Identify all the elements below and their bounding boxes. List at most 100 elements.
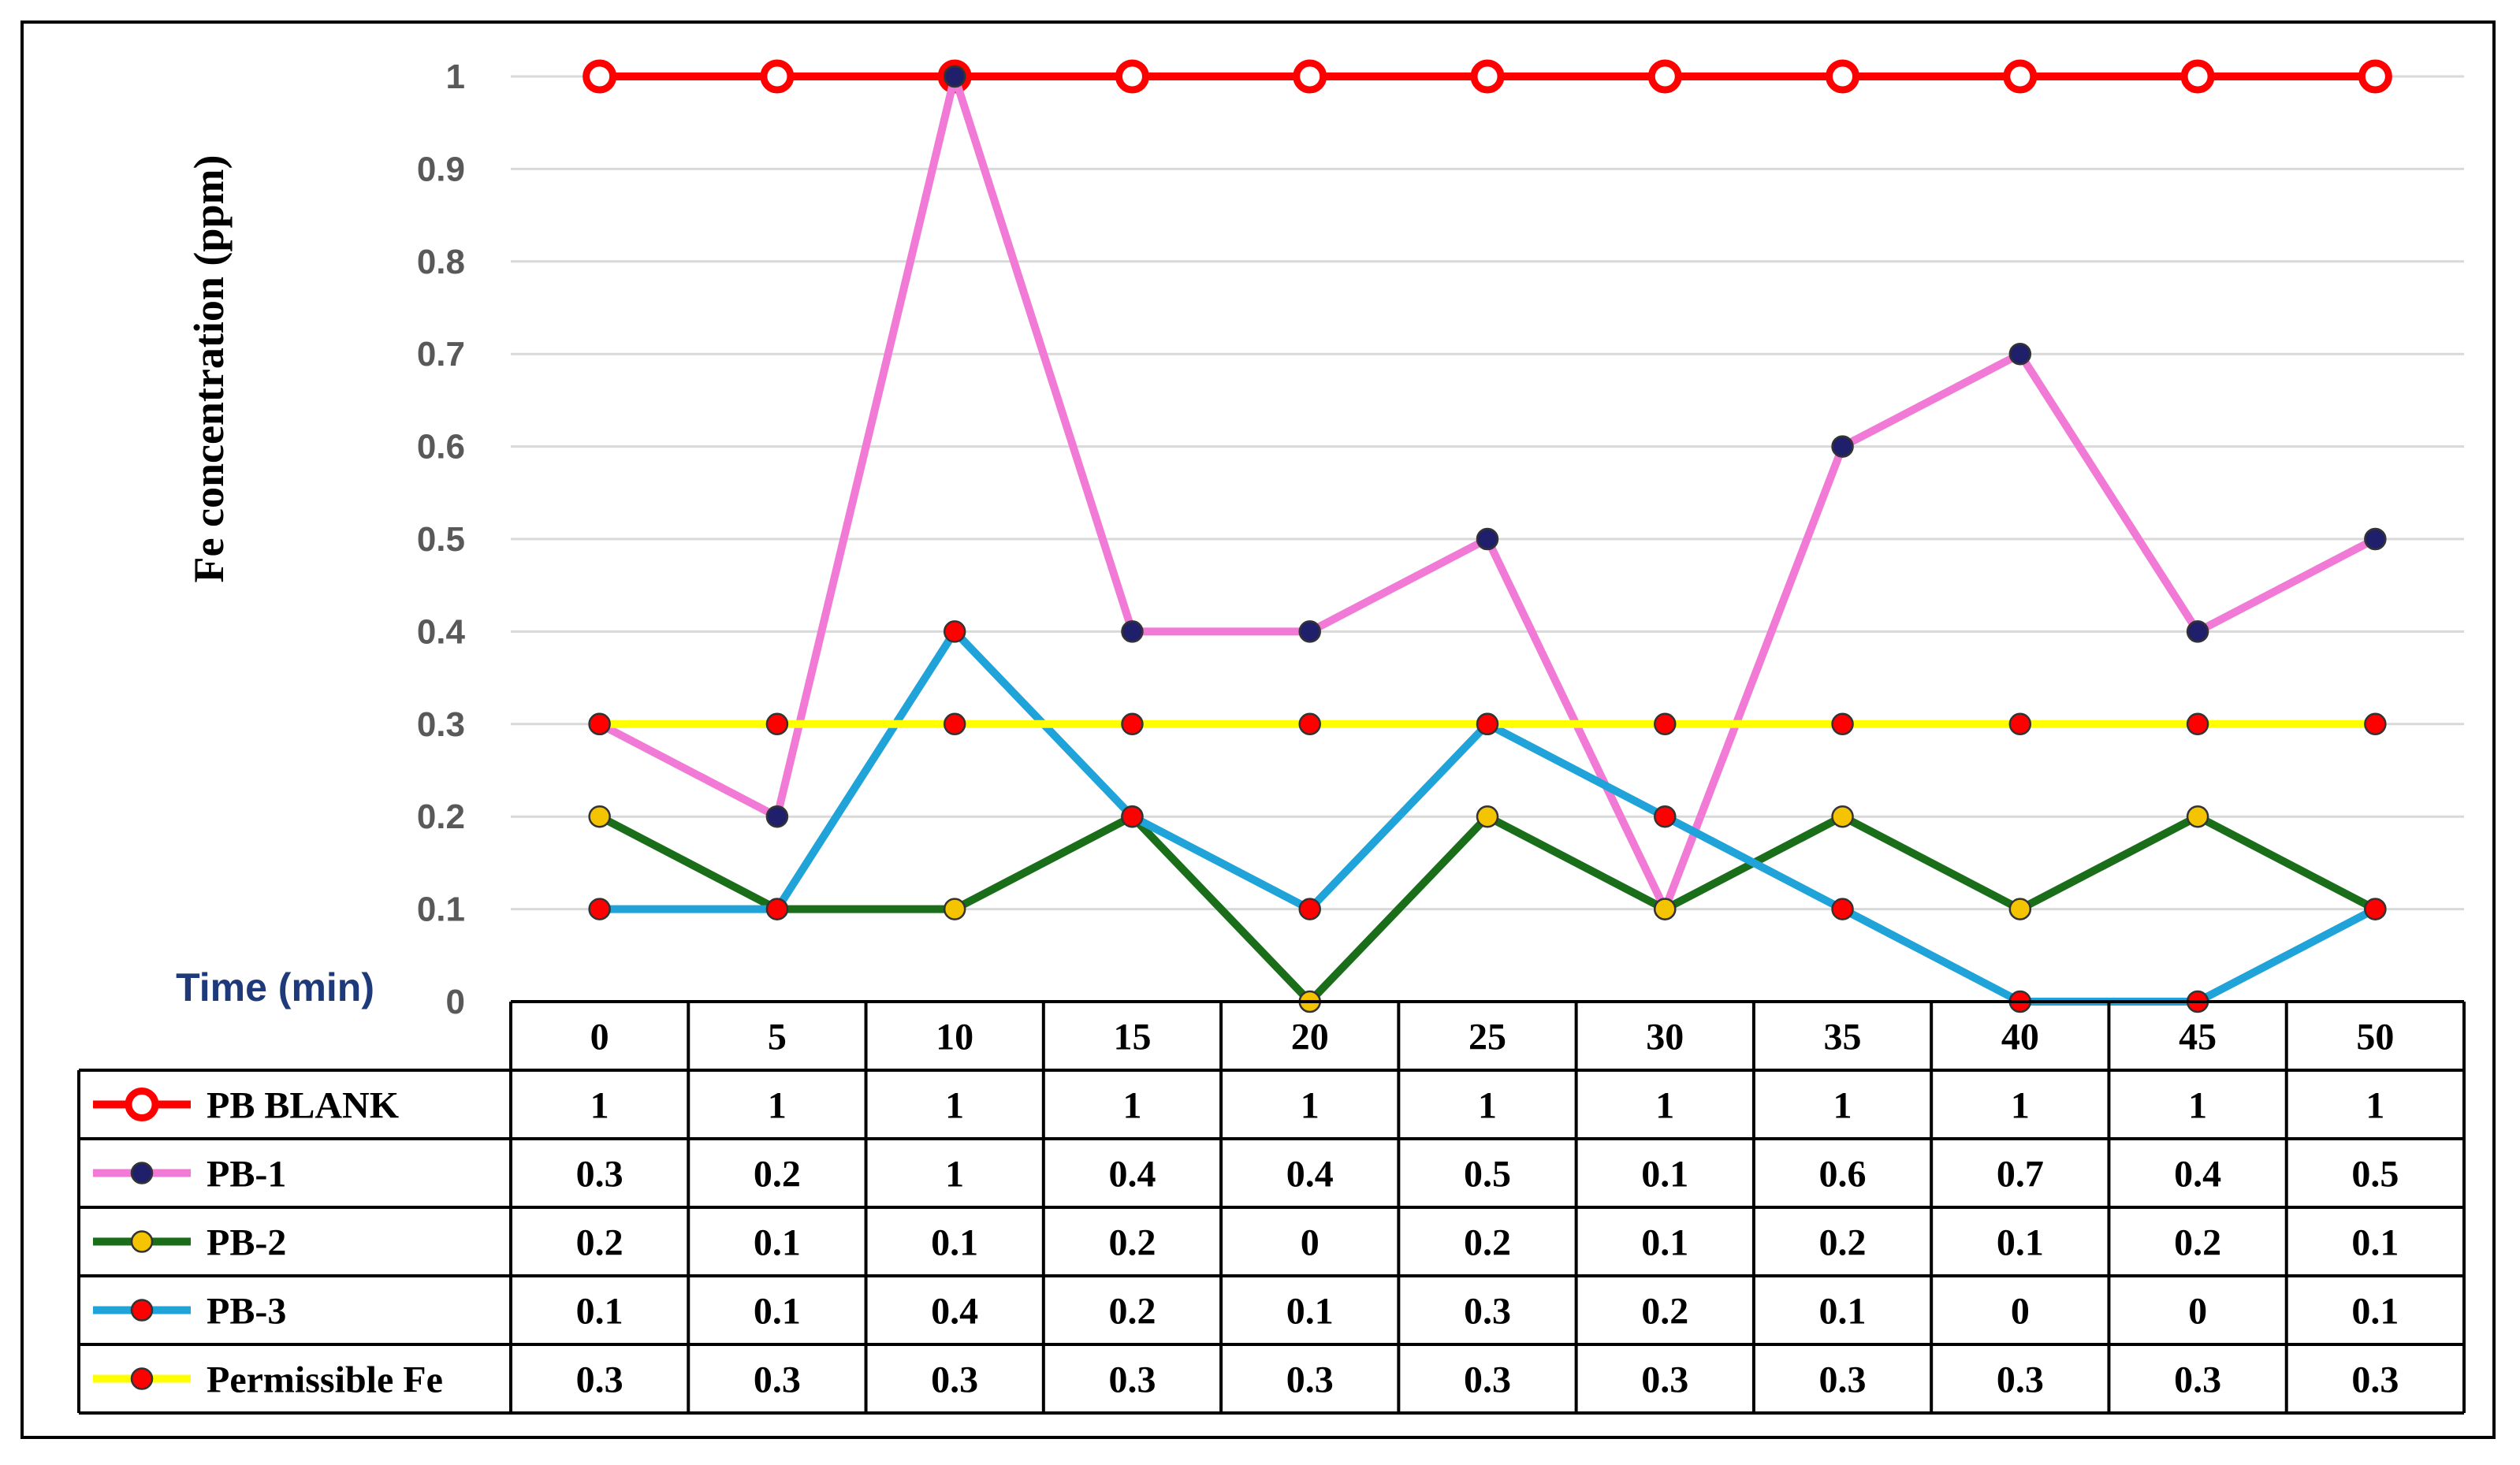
table-cell: 0.2 — [1819, 1222, 1867, 1264]
y-tick-label: 0.9 — [417, 150, 465, 188]
series-pb-blank — [583, 59, 2392, 94]
legend-marker — [125, 1088, 159, 1121]
y-axis-label: Fe concentration (ppm) — [185, 155, 233, 583]
table-cell: 0.3 — [1641, 1359, 1688, 1401]
y-axis-ticks: 0 0.1 0.2 0.3 0.4 0.5 0.6 0.7 0.8 0.9 1 — [417, 58, 466, 1021]
table-cell: 0.1 — [1819, 1291, 1867, 1333]
table-cell: 0 — [2188, 1291, 2207, 1333]
table-cell: 0.7 — [1997, 1154, 2044, 1195]
table-cell: 0.2 — [576, 1222, 623, 1264]
table-cell: 0.4 — [931, 1291, 978, 1333]
legend-key — [93, 1299, 191, 1322]
data-point — [943, 898, 966, 920]
table-cell: 1 — [768, 1085, 787, 1127]
data-point — [2008, 712, 2032, 736]
legend-key — [93, 1162, 191, 1184]
data-point — [1293, 59, 1327, 94]
table-cell: 0.2 — [1464, 1222, 1511, 1264]
data-point — [1476, 805, 1499, 828]
legend-label: PB-1 — [207, 1154, 286, 1195]
table-cell: 0.1 — [1997, 1222, 2044, 1264]
data-point — [1654, 898, 1677, 920]
data-point — [583, 59, 617, 94]
table-cell: 0.3 — [2174, 1359, 2221, 1401]
data-point — [1121, 712, 1144, 736]
data-point — [1831, 805, 1854, 828]
data-point — [765, 898, 789, 920]
table-cell: 0.1 — [2351, 1291, 2399, 1333]
data-point — [2008, 342, 2032, 366]
series-line — [597, 73, 2377, 913]
table-cell: 0.3 — [1997, 1359, 2044, 1401]
data-point — [765, 712, 789, 736]
series-permissible-fe — [588, 712, 2387, 736]
y-tick-label: 0.8 — [417, 243, 465, 281]
table-cell: 0.3 — [1464, 1359, 1511, 1401]
table-cell: 1 — [2366, 1085, 2384, 1127]
table-cell: 1 — [1478, 1085, 1497, 1127]
legend-key — [93, 1230, 191, 1253]
y-tick-label: 0.2 — [417, 798, 465, 836]
y-tick-label: 0.7 — [417, 335, 465, 374]
table-header-cell: 10 — [936, 1017, 973, 1058]
table-cell: 1 — [2011, 1085, 2030, 1127]
data-point — [1121, 620, 1144, 643]
gridlines — [511, 75, 2464, 911]
table-cell: 1 — [1655, 1085, 1674, 1127]
legend-marker — [130, 1230, 154, 1253]
data-point — [943, 712, 966, 736]
data-point — [2364, 898, 2387, 920]
chart-frame — [20, 20, 2496, 1439]
table-cell: 1 — [2188, 1085, 2207, 1127]
legend-label: Permissible Fe — [207, 1359, 443, 1401]
data-point — [1654, 712, 1677, 736]
table-cell: 0.1 — [931, 1222, 978, 1264]
legend-key — [93, 1367, 191, 1390]
table-cell: 0.1 — [1641, 1154, 1688, 1195]
table-cell: 1 — [945, 1085, 964, 1127]
table-cell: 0.5 — [1464, 1154, 1511, 1195]
data-point — [588, 712, 611, 736]
x-axis-label: Time (min) — [176, 965, 374, 1010]
table-cell: 0.3 — [576, 1359, 623, 1401]
y-tick-label: 0 — [446, 983, 465, 1021]
table-cell: 0.3 — [1819, 1359, 1867, 1401]
table-header-cell: 0 — [590, 1017, 609, 1058]
table-cell: 0.3 — [931, 1359, 978, 1401]
table-cell: 0.1 — [1641, 1222, 1688, 1264]
table-cell: 0.1 — [1286, 1291, 1334, 1333]
y-tick-label: 0.1 — [417, 891, 465, 929]
data-point — [765, 805, 789, 828]
y-tick-label: 1 — [446, 58, 465, 96]
data-point — [2180, 59, 2215, 94]
data-point — [760, 59, 795, 94]
table-cell: 0.3 — [1108, 1359, 1156, 1401]
data-point — [1121, 805, 1144, 828]
data-point — [2364, 527, 2387, 551]
data-point — [943, 65, 966, 88]
y-tick-label: 0.5 — [417, 520, 465, 559]
table-cell: 0 — [1301, 1222, 1320, 1264]
data-point — [2186, 712, 2209, 736]
table-cell: 0.1 — [2351, 1222, 2399, 1264]
table-header-cell: 20 — [1291, 1017, 1329, 1058]
data-point — [1476, 712, 1499, 736]
table-cell: 0.2 — [754, 1154, 801, 1195]
table-header-cell: 35 — [1824, 1017, 1862, 1058]
table-cell: 0.4 — [2174, 1154, 2221, 1195]
data-point — [2003, 59, 2038, 94]
legend-key — [93, 1088, 191, 1121]
table-cell: 1 — [590, 1085, 609, 1127]
data-point — [588, 805, 611, 828]
table-cell: 0.2 — [2174, 1222, 2221, 1264]
table-cell: 0.5 — [2351, 1154, 2399, 1195]
data-point — [2008, 898, 2032, 920]
table-cell: 0.3 — [2351, 1359, 2399, 1401]
table-header-cell: 5 — [768, 1017, 787, 1058]
table-header-cell: 50 — [2356, 1017, 2394, 1058]
table-cell: 0.3 — [576, 1154, 623, 1195]
legend-label: PB-3 — [207, 1291, 286, 1333]
table-cell: 1 — [945, 1154, 964, 1195]
